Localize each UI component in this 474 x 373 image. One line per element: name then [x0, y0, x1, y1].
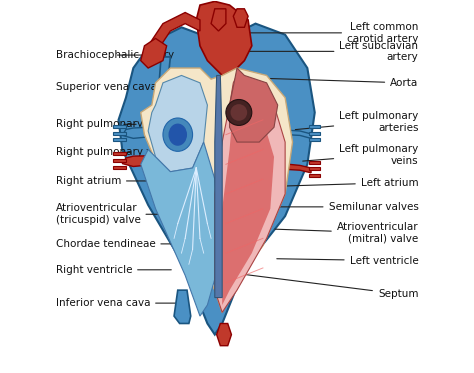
Polygon shape — [274, 163, 311, 173]
Text: Left ventricle: Left ventricle — [277, 256, 419, 266]
Ellipse shape — [226, 100, 252, 125]
Text: Brachiocephalic artery: Brachiocephalic artery — [55, 50, 173, 60]
Text: Atrioventricular
(mitral) valve: Atrioventricular (mitral) valve — [275, 222, 419, 244]
Text: Inferior vena cava: Inferior vena cava — [55, 298, 179, 308]
Polygon shape — [215, 75, 222, 298]
Polygon shape — [141, 38, 167, 68]
Polygon shape — [113, 138, 126, 141]
Polygon shape — [233, 9, 248, 27]
Polygon shape — [309, 167, 320, 170]
Polygon shape — [113, 132, 126, 135]
Polygon shape — [309, 125, 320, 128]
Polygon shape — [141, 142, 219, 316]
Polygon shape — [113, 153, 126, 156]
Text: Right ventricle: Right ventricle — [55, 265, 171, 275]
Polygon shape — [157, 57, 170, 112]
Text: Septum: Septum — [240, 274, 419, 299]
Ellipse shape — [230, 104, 247, 121]
Polygon shape — [118, 23, 315, 335]
Ellipse shape — [163, 118, 192, 151]
Ellipse shape — [169, 123, 187, 146]
Polygon shape — [113, 166, 126, 169]
Polygon shape — [211, 9, 226, 31]
Text: Superior vena cava: Superior vena cava — [55, 82, 161, 91]
Polygon shape — [309, 138, 320, 141]
Text: Right atrium: Right atrium — [55, 176, 166, 186]
Polygon shape — [141, 68, 292, 312]
Polygon shape — [113, 159, 126, 162]
Text: Left subclavian
artery: Left subclavian artery — [244, 41, 419, 62]
Text: Atrioventricular
(tricuspid) valve: Atrioventricular (tricuspid) valve — [55, 203, 181, 225]
Text: Left pulmonary
veins: Left pulmonary veins — [303, 144, 419, 166]
Text: Right pulmonary veins: Right pulmonary veins — [55, 147, 173, 157]
Polygon shape — [229, 68, 278, 142]
Polygon shape — [309, 132, 320, 135]
Text: Right pulmonary arteries: Right pulmonary arteries — [55, 119, 186, 129]
Polygon shape — [309, 161, 320, 163]
Polygon shape — [148, 13, 200, 53]
Text: Chordae tendineae: Chordae tendineae — [55, 239, 173, 249]
Polygon shape — [309, 174, 320, 177]
Text: Semilunar valves: Semilunar valves — [256, 202, 419, 212]
Polygon shape — [266, 128, 311, 138]
Polygon shape — [196, 1, 252, 75]
Text: Left common
carotid artery: Left common carotid artery — [227, 22, 419, 44]
Polygon shape — [174, 290, 191, 323]
Polygon shape — [217, 323, 231, 346]
Polygon shape — [222, 94, 274, 305]
Polygon shape — [148, 75, 208, 172]
Text: Left pulmonary
arteries: Left pulmonary arteries — [295, 111, 419, 132]
Polygon shape — [215, 75, 285, 312]
Text: Left atrium: Left atrium — [271, 178, 419, 188]
Polygon shape — [122, 126, 170, 138]
Polygon shape — [122, 156, 170, 166]
Text: Aorta: Aorta — [234, 77, 419, 88]
Polygon shape — [113, 125, 126, 128]
